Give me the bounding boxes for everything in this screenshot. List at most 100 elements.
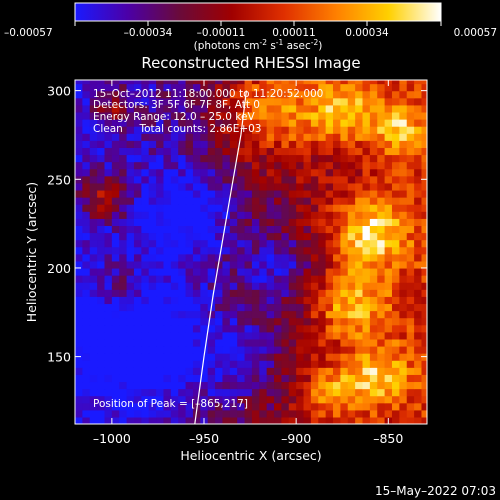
heatmap-cell [229,97,238,106]
heatmap-cell [325,140,334,148]
heatmap-cell [251,175,260,184]
heatmap-cell [156,211,165,219]
heatmap-cell [288,260,297,269]
heatmap-cell [237,416,246,424]
heatmap-cell [178,296,187,305]
colorbar-gradient [74,2,442,22]
heatmap-cell [414,416,423,424]
heatmap-cell [318,275,327,283]
heatmap-cell [170,111,179,120]
heatmap-cell [97,111,106,120]
heatmap-cell [178,246,187,255]
heatmap-cell [192,282,201,290]
heatmap-cell [310,289,319,297]
heatmap-cell [75,275,83,283]
heatmap-cell [325,147,334,156]
heatmap-cell [391,267,400,276]
heatmap-cell [355,381,364,390]
heatmap-cell [347,83,356,92]
heatmap-cell [318,225,327,234]
heatmap-cell [399,83,408,92]
heatmap-cell [163,232,172,241]
heatmap-cell [421,119,427,127]
heatmap-cell [75,97,83,106]
heatmap-cell [229,409,238,418]
heatmap-cell [185,197,194,205]
heatmap-cell [421,310,427,319]
heatmap-cell [222,296,231,305]
heatmap-cell [406,168,415,177]
heatmap-cell [170,360,179,368]
heatmap-cell [207,260,216,269]
heatmap-cell [399,317,408,326]
heatmap-cell [82,374,91,383]
heatmap-cell [185,409,194,418]
heatmap-cell [244,140,253,148]
heatmap-cell [281,416,290,424]
heatmap-cell [369,126,378,134]
heatmap-cell [104,275,113,283]
annotations: 15–Oct–2012 11:18:00.000 to 11:20:52.000… [93,88,323,410]
heatmap-cell [369,182,378,191]
heatmap-cell [229,416,238,424]
heatmap-cell [259,324,268,333]
heatmap-cell [362,303,371,312]
heatmap-cell [399,189,408,198]
heatmap-cell [111,154,120,163]
heatmap-cell [178,225,187,234]
heatmap-cell [347,154,356,163]
heatmap-cell [391,126,400,134]
heatmap-cell [141,303,150,312]
heatmap-cell [340,239,349,248]
heatmap-cell [259,395,268,404]
heatmap-cell [251,374,260,383]
heatmap-cell [244,83,253,92]
heatmap-cell [200,409,209,418]
heatmap-cell [111,161,120,170]
heatmap-cell [369,267,378,276]
heatmap-cell [207,104,216,113]
heatmap-cell [200,395,209,404]
heatmap-cell [148,409,157,418]
heatmap-cell [244,246,253,255]
heatmap-cell [266,303,275,312]
heatmap-cell [399,360,408,368]
heatmap-cell [156,345,165,354]
heatmap-cell [215,218,224,226]
heatmap-cell [141,154,150,163]
heatmap-cell [133,303,142,312]
heatmap-cell [104,345,113,354]
heatmap-cell [207,126,216,134]
heatmap-cell [399,175,408,184]
heatmap-cell [237,97,246,106]
heatmap-cell [104,225,113,234]
heatmap-cell [281,275,290,283]
heatmap-cell [126,345,135,354]
heatmap-cell [111,204,120,212]
heatmap-cell [119,303,128,312]
heatmap-cell [421,218,427,226]
heatmap-cell [281,360,290,368]
heatmap-cell [421,303,427,312]
heatmap-cell [244,90,253,99]
heatmap-cell [82,367,91,375]
heatmap-cell [119,416,128,424]
heatmap-cell [251,253,260,262]
heatmap-cell [406,317,415,326]
heatmap-cell [244,260,253,269]
heatmap-cell [104,168,113,177]
heatmap-cell [222,367,231,375]
heatmap-cell [237,204,246,212]
heatmap-cell [266,353,275,361]
heatmap-cell [222,225,231,234]
heatmap-cell [281,140,290,148]
heatmap-cell [185,317,194,326]
heatmap-cell [303,374,312,383]
heatmap-cell [237,83,246,92]
heatmap-cell [141,253,150,262]
heatmap-cell [421,289,427,297]
heatmap-cell [141,388,150,397]
heatmap-cell [111,282,120,290]
heatmap-cell [104,175,113,184]
heatmap-cell [163,104,172,113]
